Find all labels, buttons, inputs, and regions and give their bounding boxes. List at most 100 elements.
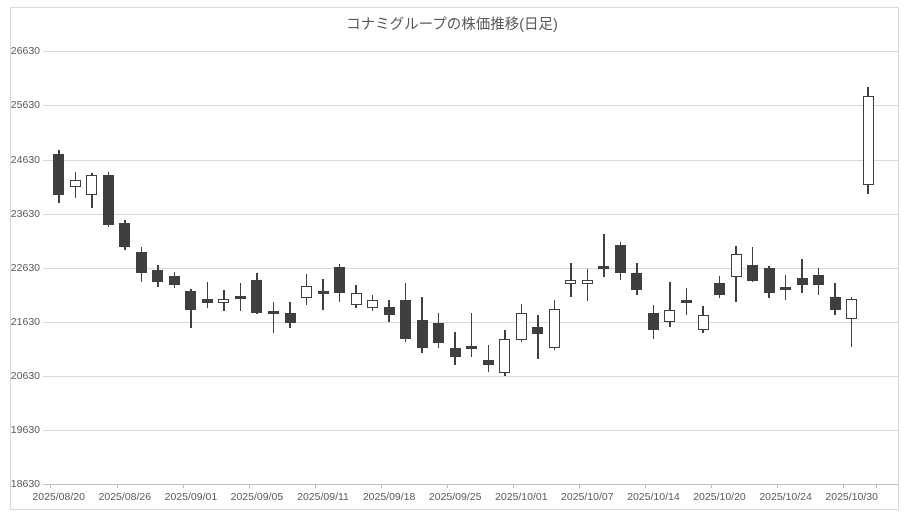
x-tick-label: 2025/10/14 [627, 491, 680, 503]
y-gridline [43, 267, 898, 269]
candle-wick [206, 281, 209, 309]
y-tick-label: 23630 [10, 207, 40, 220]
y-tick-label: 19630 [10, 424, 40, 436]
candle-2025-09-03 [218, 298, 230, 304]
x-axis-tick [248, 484, 250, 489]
y-gridline [43, 159, 898, 161]
y-tick-label: 22630 [10, 261, 40, 274]
candle-2025-08-20 [53, 153, 65, 196]
candle-2025-10-23 [763, 268, 775, 294]
candle-2025-10-09 [614, 245, 626, 274]
candle-2025-08-26 [119, 223, 131, 247]
candle-2025-10-28 [813, 275, 825, 285]
y-tick-label: 21630 [10, 315, 40, 328]
candle-2025-10-06 [565, 279, 577, 284]
candle-2025-10-21 [730, 254, 742, 277]
candle-wick [751, 247, 754, 282]
candle-wick [487, 345, 489, 372]
candle-2025-09-09 [284, 312, 296, 324]
candle-wick [801, 258, 803, 294]
candle-wick [603, 234, 605, 277]
candle-2025-09-10 [301, 286, 312, 299]
candle-2025-09-08 [268, 311, 279, 314]
candle-2025-10-15 [664, 309, 676, 322]
x-tick-label: 2025/10/07 [561, 491, 614, 503]
candle-2025-08-21 [69, 179, 81, 187]
candle-2025-10-02 [532, 326, 544, 335]
candle-wick [272, 301, 275, 334]
candle-wick [669, 281, 671, 327]
candle-2025-09-18 [383, 307, 395, 316]
candle-2025-10-10 [631, 272, 643, 290]
candle-2025-09-11 [317, 291, 329, 294]
y-gridline [43, 213, 898, 215]
candle-2025-10-08 [598, 266, 610, 269]
candle-2025-10-20 [714, 282, 725, 295]
candle-2025-09-19 [400, 300, 412, 339]
y-gridline [43, 430, 898, 431]
x-axis-tick [116, 484, 118, 489]
x-tick-label: 2025/09/01 [164, 491, 218, 503]
candle-2025-09-16 [350, 293, 362, 305]
candle-2025-10-14 [647, 313, 659, 330]
y-gridline [43, 321, 898, 323]
x-tick-label: 2025/09/18 [362, 491, 416, 503]
candle-2025-09-24 [433, 323, 445, 344]
x-axis-tick [182, 484, 184, 489]
x-tick-label: 2025/10/30 [825, 491, 878, 503]
candle-2025-09-22 [416, 320, 428, 349]
candle-2025-09-05 [251, 279, 263, 314]
candle-2025-09-25 [449, 348, 461, 357]
x-axis-tick [711, 484, 713, 489]
candle-wick [537, 315, 539, 359]
x-tick-label: 2025/10/01 [495, 491, 548, 503]
x-axis-tick [513, 484, 514, 489]
candle-2025-10-27 [796, 278, 808, 285]
candle-2025-09-17 [367, 299, 379, 309]
x-tick-label: 2025/09/25 [428, 491, 482, 503]
candle-2025-10-01 [515, 313, 527, 341]
x-tick-label: 2025/08/20 [32, 491, 85, 503]
y-tick-label: 24630 [10, 153, 40, 166]
candle-2025-08-28 [152, 269, 164, 282]
candle-2025-08-29 [168, 275, 180, 285]
x-tick-label: 2025/08/26 [98, 491, 152, 503]
y-gridline [43, 105, 898, 107]
x-axis-tick [314, 484, 316, 489]
candle-2025-10-31 [862, 96, 874, 185]
chart-border [10, 7, 899, 510]
candle-2025-08-22 [86, 175, 98, 196]
candle-2025-09-12 [334, 266, 345, 294]
x-tick-label: 2025/10/24 [759, 491, 812, 503]
y-tick-label: 18630 [10, 478, 40, 491]
x-axis-tick [380, 484, 382, 489]
candle-2025-10-30 [846, 298, 858, 319]
x-axis-tick [645, 484, 647, 489]
x-axis-tick [876, 484, 878, 489]
candle-wick [586, 269, 589, 301]
x-axis-tick [843, 484, 845, 489]
candle-2025-08-25 [102, 175, 114, 225]
y-tick-label: 20630 [10, 369, 40, 382]
candle-2025-09-30 [499, 338, 511, 374]
candle-2025-10-17 [697, 315, 709, 330]
candle-2025-09-01 [185, 291, 197, 310]
y-gridline [43, 375, 898, 377]
chart-title: コナミグループの株価推移(日足) [346, 17, 558, 33]
candle-2025-09-29 [482, 360, 494, 366]
candle-2025-10-07 [581, 279, 593, 285]
candle-2025-08-27 [135, 251, 147, 274]
candle-2025-10-16 [681, 300, 692, 303]
y-tick-label: 26630 [10, 45, 40, 58]
x-axis-line [43, 484, 898, 486]
candle-2025-10-03 [548, 309, 560, 349]
x-tick-label: 2025/09/05 [230, 491, 284, 503]
candle-2025-09-02 [201, 298, 213, 304]
y-gridline [43, 51, 898, 53]
x-axis-tick [50, 484, 52, 489]
candle-wick [850, 296, 853, 347]
candle-2025-10-22 [747, 265, 758, 281]
x-tick-label: 2025/10/20 [693, 491, 746, 503]
candle-2025-09-04 [234, 296, 246, 299]
